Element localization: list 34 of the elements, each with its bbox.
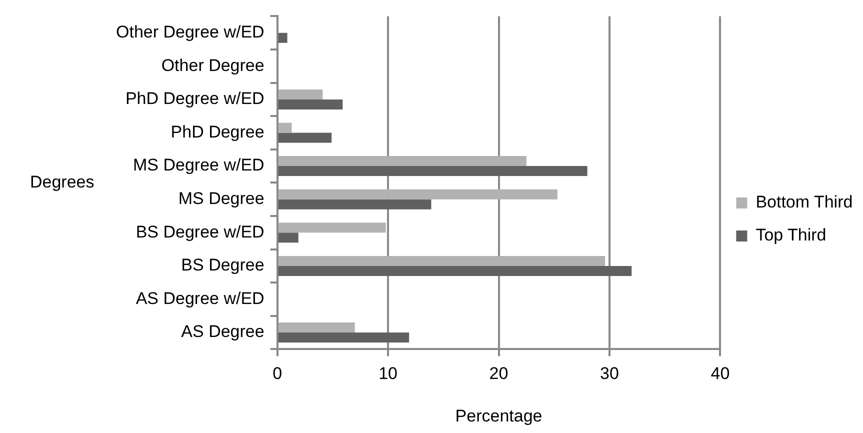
y-tick-label: AS Degree w/ED	[136, 288, 264, 308]
bar	[278, 266, 632, 276]
bar	[278, 199, 432, 210]
bar	[278, 32, 288, 43]
bar	[278, 232, 298, 243]
bar	[278, 89, 323, 100]
legend-label: Top Third	[756, 226, 826, 245]
legend-label: Bottom Third	[756, 192, 853, 212]
y-tick-label: Other Degree w/ED	[116, 22, 264, 42]
y-tick-label: PhD Degree w/ED	[125, 89, 264, 108]
bar	[278, 189, 558, 200]
bar	[278, 99, 343, 110]
y-tick-label: MS Degree	[178, 189, 264, 208]
bar	[278, 322, 355, 333]
y-tick-label: MS Degree w/ED	[133, 156, 264, 175]
y-axis-title: Degrees	[30, 172, 94, 192]
x-axis-title: Percentage	[455, 406, 542, 426]
x-tick-label: 20	[489, 364, 508, 384]
bar	[278, 166, 588, 176]
bar	[278, 122, 292, 133]
bar	[278, 222, 386, 233]
bar	[278, 332, 410, 343]
y-tick-label: BS Degree	[181, 256, 264, 275]
x-tick-label: 30	[600, 364, 619, 384]
y-tick-label: Other Degree	[161, 56, 264, 75]
y-tick-label: BS Degree w/ED	[136, 222, 264, 242]
x-tick-label: 40	[710, 364, 730, 384]
y-tick-label: AS Degree	[181, 322, 264, 342]
bar	[278, 156, 526, 166]
y-tick-label: PhD Degree	[170, 122, 264, 142]
x-tick-label: 0	[272, 364, 282, 384]
x-tick-label: 10	[378, 364, 398, 384]
bar	[278, 256, 606, 266]
bar	[278, 132, 332, 143]
